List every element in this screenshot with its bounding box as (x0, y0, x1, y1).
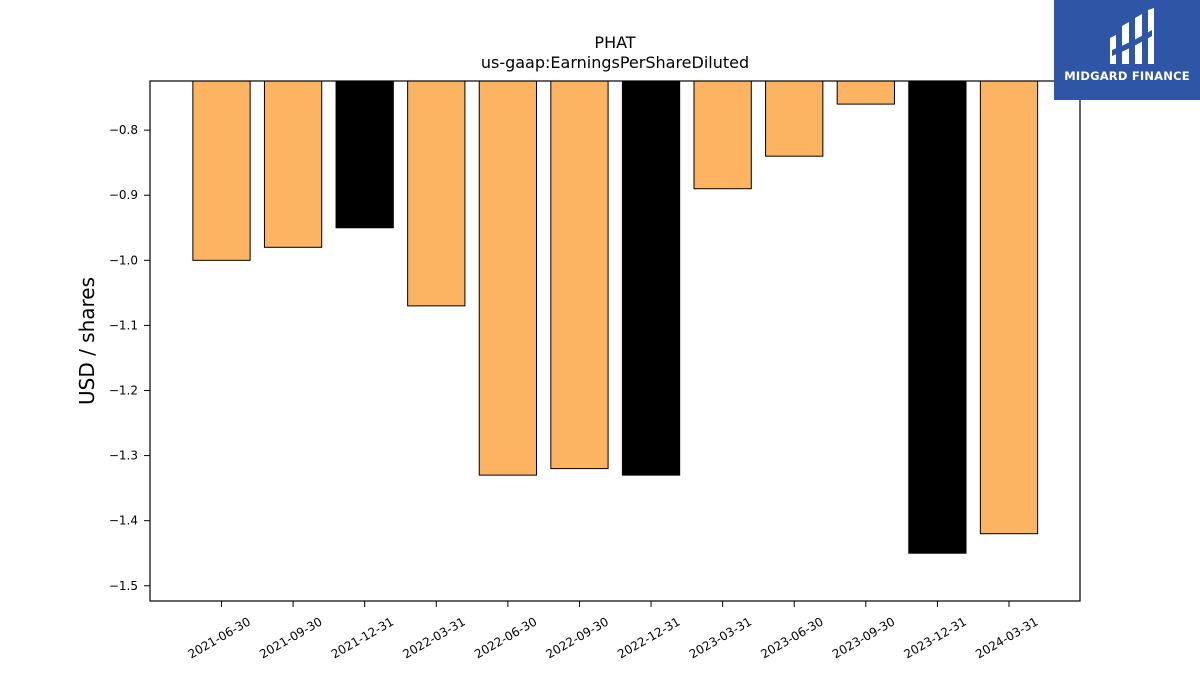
y-tick-label: −1.2 (109, 384, 138, 398)
bar-2021-09-30 (263, 80, 323, 248)
x-tick-label: 2022-09-30 (544, 614, 611, 661)
plot-frame (149, 80, 1081, 602)
y-tick-label: −0.9 (109, 188, 138, 202)
y-axis-label: USD / shares (75, 277, 99, 405)
logo-text: MIDGARD FINANCE (1064, 69, 1190, 83)
x-tick-label: 2023-12-31 (902, 614, 969, 661)
x-tick-label: 2023-06-30 (758, 614, 825, 661)
x-tick-label: 2023-03-31 (687, 614, 754, 661)
y-tick-label: −1.1 (109, 318, 138, 332)
y-tick-label: −0.8 (109, 123, 138, 137)
bar-2022-09-30 (550, 80, 609, 470)
bar-2023-12-31 (908, 80, 967, 554)
x-tick-label: 2022-06-30 (472, 614, 539, 661)
bar-2021-06-30 (192, 80, 251, 261)
x-tick-label: 2021-06-30 (186, 614, 253, 661)
bars-group (192, 80, 1039, 554)
y-tick-label: −1.3 (109, 449, 138, 463)
x-tick-label: 2023-09-30 (830, 614, 897, 661)
bar-2022-12-31 (621, 80, 681, 476)
x-tick-label: 2022-12-31 (615, 614, 682, 661)
bar-2022-06-30 (478, 80, 538, 476)
midgard-finance-logo: MIDGARD FINANCE (1054, 0, 1200, 100)
x-tick-label: 2021-09-30 (257, 614, 324, 661)
x-tick-label: 2022-03-31 (400, 614, 467, 661)
bar-2023-09-30 (836, 80, 895, 105)
chart-subtitle: us-gaap:EarningsPerShareDiluted (481, 53, 749, 72)
bar-2021-12-31 (335, 80, 394, 229)
y-ticks-group: −0.8 −0.9 −1.0 −1.1 −1.2 −1.3 −1.4 −1.5 (109, 123, 150, 593)
y-tick-label: −1.4 (109, 514, 138, 528)
bar-2023-03-31 (693, 80, 752, 190)
midgard-logo-icon (1110, 8, 1154, 64)
x-tick-label: 2021-12-31 (329, 614, 396, 661)
x-ticks-group: 2021-06-30 2021-09-30 2021-12-31 2022-03-31… (186, 601, 1041, 661)
y-tick-label: −1.5 (109, 579, 138, 593)
x-tick-label: 2024-03-31 (973, 614, 1040, 661)
bar-2023-06-30 (765, 80, 824, 157)
chart-title: PHAT (594, 33, 635, 52)
bar-2024-03-31 (979, 80, 1039, 535)
y-tick-label: −1.0 (109, 253, 138, 267)
bar-2022-03-31 (407, 80, 466, 307)
